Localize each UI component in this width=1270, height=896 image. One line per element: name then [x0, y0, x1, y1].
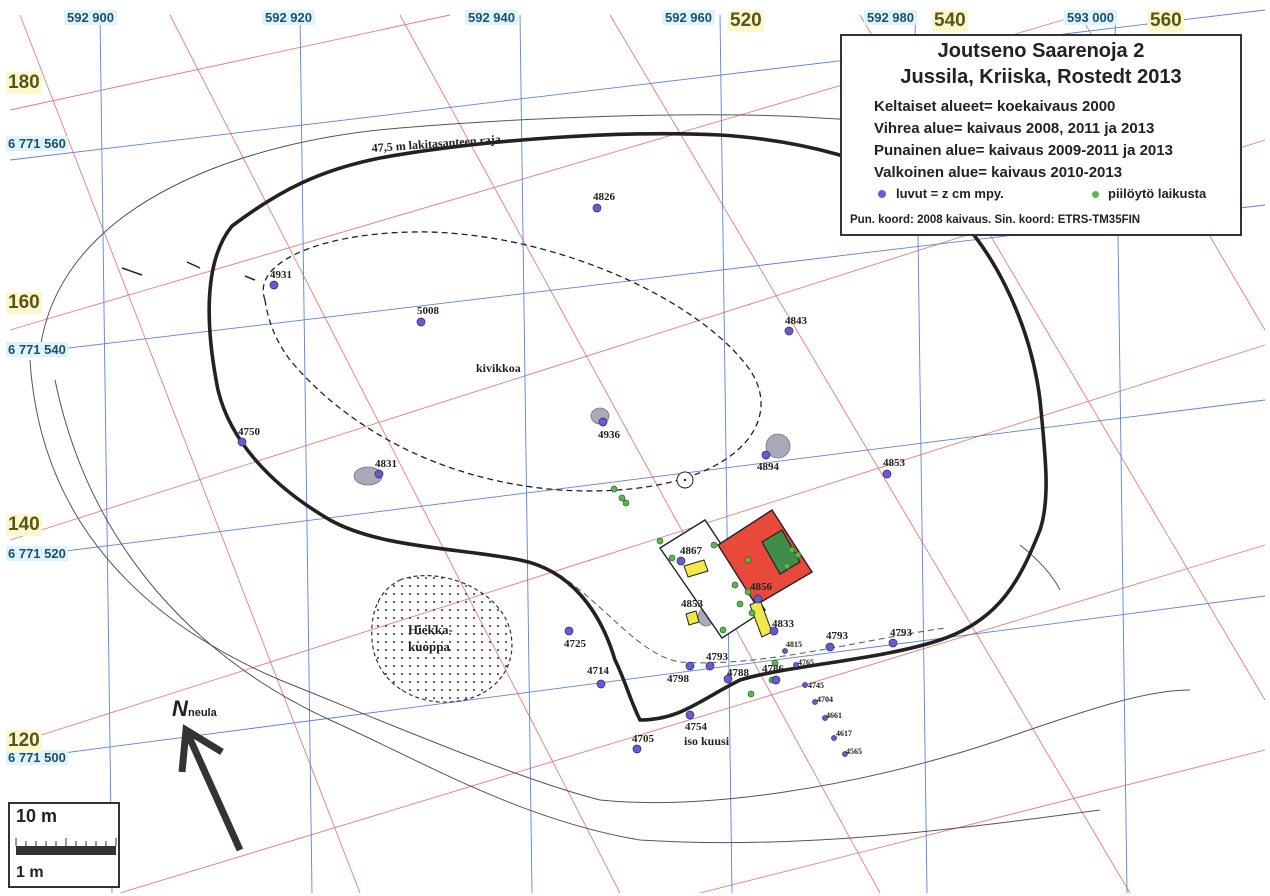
- pt-label: 4826: [593, 191, 616, 203]
- legend-line-white: Valkoinen alue= kaivaus 2010-2013: [874, 164, 1123, 181]
- pt-label: 4936: [598, 429, 621, 441]
- pt-label: 4788: [727, 667, 750, 679]
- scale-graphic: [15, 838, 117, 855]
- coord-top-3: 592 940: [465, 10, 518, 25]
- north-sub: neula: [188, 707, 218, 719]
- legend-footer: Pun. koord: 2008 kaivaus. Sin. koord: ET…: [850, 214, 1141, 226]
- white-area: [659, 519, 766, 639]
- pt-label: 4714: [587, 665, 610, 677]
- elevation-points: [237, 203, 898, 757]
- pt-label: 4843: [785, 315, 808, 327]
- local-grid-top-520: 520: [728, 10, 764, 32]
- pt-label: 4853: [681, 598, 704, 610]
- stone-field-outline: [262, 231, 762, 492]
- green-area: [761, 529, 801, 575]
- sand-pit-label-1: Hiekka-: [408, 622, 453, 637]
- yellow-area-2: [685, 610, 700, 626]
- coord-top-1: 592 900: [64, 10, 117, 25]
- pt-label: 4853: [883, 457, 906, 469]
- boundary-tick-2: [186, 261, 201, 269]
- stone-field-label: kivikkoa: [476, 361, 521, 375]
- pt-label: 4705: [632, 733, 655, 745]
- coord-left-3: 6 771 520: [6, 546, 68, 561]
- legend-line-yellow: Keltaiset alueet= koekaivaus 2000: [874, 98, 1116, 115]
- north-arrow: N neula: [172, 696, 244, 852]
- boundary-label: 47,5 m lakitasanteen raja: [371, 132, 501, 155]
- legend-subtitle: Jussila, Kriiska, Rostedt 2013: [900, 66, 1182, 88]
- legend-box: Joutseno Saarenoja 2 Jussila, Kriiska, R…: [840, 34, 1242, 236]
- red-area: [717, 509, 813, 606]
- pt-label: 4617: [836, 729, 852, 738]
- plateau-boundary: [207, 131, 1048, 722]
- scale-bottom-label: 1 m: [16, 864, 44, 881]
- pt-label: 4815: [786, 640, 802, 649]
- pt-label: 4793: [706, 651, 729, 663]
- pt-label: 4793: [890, 627, 913, 639]
- legend-green-label: piilöytö laikusta: [1108, 186, 1207, 201]
- pt-label: 4765: [798, 658, 814, 667]
- north-letter: N: [172, 696, 189, 721]
- red-grid: [9, 14, 1266, 894]
- legend-line-green: Vihrea alue= kaivaus 2008, 2011 ja 2013: [874, 120, 1155, 137]
- legend-purple-dot-icon: [878, 190, 886, 198]
- legend-purple-label: luvut = z cm mpy.: [896, 186, 1004, 201]
- pt-label: 4894: [757, 461, 780, 473]
- pt-label: 4793: [826, 630, 849, 642]
- scale-top-label: 10 m: [16, 806, 58, 826]
- pt-label: 4786: [762, 663, 785, 675]
- local-grid-top-560: 560: [1148, 10, 1184, 32]
- sand-pit-label-2: kuoppa: [408, 639, 450, 654]
- local-grid-top-540: 540: [932, 10, 968, 32]
- sand-pit: [371, 575, 513, 703]
- coord-top-2: 592 920: [262, 10, 315, 25]
- pt-label: 4833: [772, 618, 795, 630]
- boundary-tick-1: [121, 267, 143, 276]
- scale-bar: 10 m 1 m: [8, 802, 120, 888]
- pt-label: 4867: [680, 545, 703, 557]
- pt-label: 4750: [238, 426, 261, 438]
- yellow-area-1: [683, 559, 709, 578]
- coord-top-6: 593 000: [1064, 10, 1117, 25]
- legend-title: Joutseno Saarenoja 2: [937, 40, 1145, 62]
- pt-label: 4565: [846, 747, 862, 756]
- boundary-tick-3: [244, 275, 256, 281]
- pt-label: 4798: [667, 673, 690, 685]
- legend-line-red: Punainen alue= kaivaus 2009-2011 ja 2013: [874, 142, 1173, 159]
- coord-top-5: 592 980: [864, 10, 917, 25]
- pt-label: 4754: [685, 721, 708, 733]
- pt-label: 4931: [270, 269, 292, 281]
- pt-label: 4661: [826, 711, 842, 720]
- spruce-label: iso kuusi: [684, 734, 730, 748]
- pt-label: 4745: [808, 681, 824, 690]
- local-grid-left-140: 140: [6, 514, 42, 536]
- pt-label: 4725: [564, 638, 587, 650]
- pt-label: 4856: [750, 581, 773, 593]
- pt-label: 4704: [817, 695, 833, 704]
- coord-left-1: 6 771 560: [6, 136, 68, 151]
- coord-left-2: 6 771 540: [6, 342, 68, 357]
- local-grid-left-160: 160: [6, 292, 42, 314]
- elevation-labels: 4826 4931 5008 4843 4936 4750 4831 4894 …: [238, 191, 913, 756]
- contour-lines: [29, 114, 1191, 844]
- green-find-points: [610, 485, 802, 698]
- coord-top-4: 592 960: [662, 10, 715, 25]
- yellow-area-3: [749, 599, 773, 638]
- pt-label: 4831: [375, 458, 397, 470]
- local-grid-left-120: 120: [6, 730, 42, 752]
- legend-green-dot-icon: [1092, 191, 1099, 198]
- coord-left-4: 6 771 500: [6, 750, 68, 765]
- local-grid-left-180: 180: [6, 72, 42, 94]
- pt-label: 5008: [417, 305, 440, 317]
